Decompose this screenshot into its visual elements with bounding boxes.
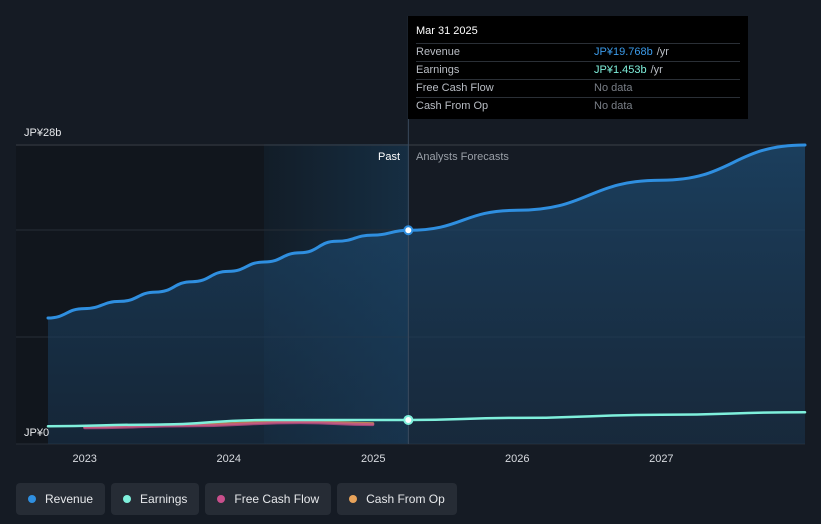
tooltip-unit: /yr [650,64,663,76]
revenue-dot-icon [28,495,36,503]
legend-item-cash-from-op[interactable]: Cash From Op [337,483,457,515]
tooltip-label: Earnings [416,64,460,76]
x-tick-label: 2027 [649,453,673,465]
legend-label: Cash From Op [366,492,445,506]
free-cash-flow-dot-icon [217,495,226,503]
legend-item-revenue[interactable]: Revenue [16,483,106,515]
legend-item-earnings[interactable]: Earnings [111,483,200,515]
tooltip-label: Revenue [416,46,461,58]
tooltip-row-free-cash-flow: Free Cash Flow No data [416,79,740,97]
legend-label: Earnings [140,492,188,506]
tooltip-value: JP¥1.453b [594,64,647,76]
data-tooltip: Mar 31 2025 Revenue JP¥19.768b /yr Earni… [408,16,748,119]
free-cash-flow-line [83,421,375,430]
tooltip-value: No data [594,100,633,112]
revenue-marker [403,225,414,236]
tooltip-value: JP¥19.768b [594,46,653,58]
series-layer [46,143,807,430]
x-tick-label: 2024 [217,453,241,465]
y-axis-bottom-label: JP¥0 [24,427,49,439]
revenue-line [46,143,807,320]
x-tick-label: 2025 [361,453,385,465]
earnings-marker [403,414,414,425]
tooltip-unit: /yr [656,46,669,58]
y-axis-top-label: JP¥28b [24,127,61,139]
revenue-area [48,145,805,444]
legend-label: Revenue [45,492,94,506]
markers [403,225,414,425]
tooltip-row-cash-from-op: Cash From Op No data [416,97,740,115]
chart-legend: Revenue Earnings Free Cash Flow Cash Fro… [16,483,457,515]
x-tick-label: 2026 [505,453,529,465]
legend-item-free-cash-flow[interactable]: Free Cash Flow [205,483,332,515]
forecast-label: Analysts Forecasts [416,151,509,163]
legend-label: Free Cash Flow [234,492,320,506]
tooltip-label: Free Cash Flow [416,82,494,94]
earnings-line [46,410,807,428]
past-label: Past [378,151,400,163]
tooltip-value: No data [594,82,633,94]
cash-from-op-dot-icon [349,495,358,503]
tooltip-row-revenue: Revenue JP¥19.768b /yr [416,43,740,61]
tooltip-date: Mar 31 2025 [416,25,478,37]
tooltip-label: Cash From Op [416,100,489,112]
x-axis-ticks: 2023 2024 2025 2026 2027 [72,453,673,465]
earnings-dot-icon [123,495,132,503]
x-tick-label: 2023 [72,453,96,465]
tooltip-row-earnings: Earnings JP¥1.453b /yr [416,61,740,79]
